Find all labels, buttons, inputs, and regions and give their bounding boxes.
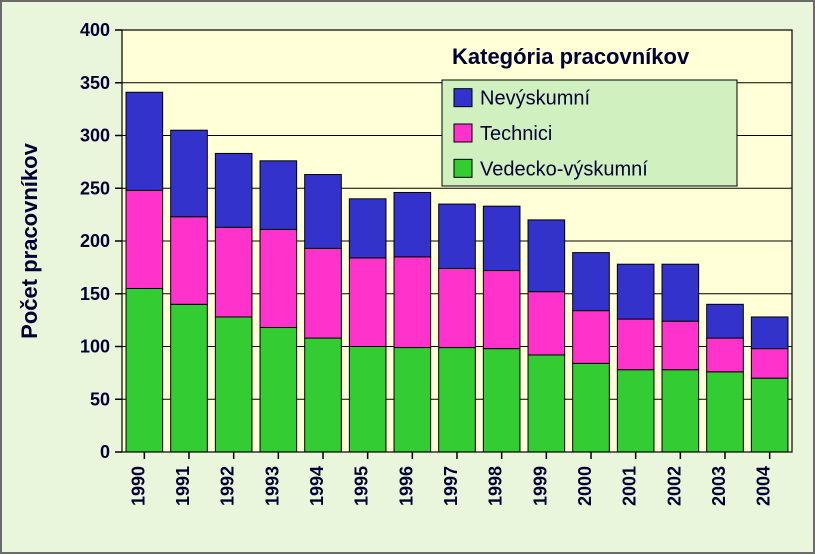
bar-segment [707,304,744,338]
legend-swatch [454,159,472,177]
bar-segment [215,317,252,452]
bar-segment [349,347,386,453]
y-tick-label: 100 [80,337,110,357]
bar-segment [305,338,342,452]
chart-svg: 0 50 100 150 200 250 300 350 400 1990 1991 1992 1993… [2,2,815,556]
x-tick-label: 2000 [575,466,595,506]
bar-segment [349,199,386,258]
bar-segment [305,175,342,249]
y-tick-label: 150 [80,284,110,304]
legend-swatch [454,89,472,107]
y-tick-label: 400 [80,20,110,40]
y-tick-label: 200 [80,231,110,251]
y-tick-label: 300 [80,126,110,146]
legend-title: Kategória pracovníkov [452,44,690,69]
bar-segment [483,271,520,349]
y-tick-label: 250 [80,178,110,198]
bar-segment [394,192,431,256]
bar-segment [662,370,699,452]
bar-segment [394,257,431,348]
bar-segment [573,363,610,452]
bar-segment [439,204,476,268]
legend-item-label: Nevýskumní [480,88,590,110]
y-axis-label: Počet pracovníkov [17,142,42,338]
bar-segment [171,304,208,452]
x-tick-label: 2003 [709,466,729,506]
bar-segment [617,264,654,319]
bar-segment [662,321,699,370]
x-tick-label: 2002 [664,466,684,506]
x-tick-label: 1992 [218,466,238,506]
bar-segment [394,348,431,452]
bar-segment [439,348,476,452]
bar-segment [751,378,788,452]
y-tick-label: 0 [100,442,110,462]
bar-segment [528,220,565,292]
bar-segment [260,229,297,327]
x-tick-label: 1990 [128,466,148,506]
bar-segment [126,92,163,190]
x-tick-label: 1998 [486,466,506,506]
bar-segment [528,292,565,355]
x-tick-label: 1991 [173,466,193,506]
x-tick-label: 1999 [530,466,550,506]
bar-segment [617,319,654,370]
bar-segment [751,349,788,379]
bar-segment [483,349,520,452]
bar-segment [617,370,654,452]
x-tick-label: 2004 [754,466,774,506]
legend-item-label: Vedecko-výskumní [480,158,648,180]
bar-segment [260,161,297,230]
bar-segment [305,248,342,338]
bar-segment [215,227,252,317]
bar-segment [707,372,744,452]
bar-segment [126,190,163,288]
x-tick-label: 1993 [262,466,282,506]
x-tick-label: 1996 [396,466,416,506]
bar-segment [707,338,744,372]
legend-swatch [454,124,472,142]
y-tick-label: 50 [90,389,110,409]
stacked-bar-chart: 0 50 100 150 200 250 300 350 400 1990 1991 1992 1993… [0,0,815,554]
bar-segment [662,264,699,321]
bar-segment [260,328,297,452]
bar-segment [483,206,520,270]
y-tick-label: 350 [80,73,110,93]
bar-segment [171,130,208,217]
x-tick-label: 2001 [620,466,640,506]
bar-segment [573,253,610,311]
bar-segment [573,311,610,364]
bar-segment [751,317,788,349]
x-tick-label: 1995 [352,466,372,506]
bar-segment [171,217,208,305]
bar-segment [528,355,565,452]
x-tick-label: 1997 [441,466,461,506]
legend-item-label: Technici [480,123,552,145]
x-tick-label: 1994 [307,466,327,506]
bar-segment [126,288,163,452]
bar-segment [439,268,476,347]
bar-segment [349,258,386,347]
bar-segment [215,153,252,227]
